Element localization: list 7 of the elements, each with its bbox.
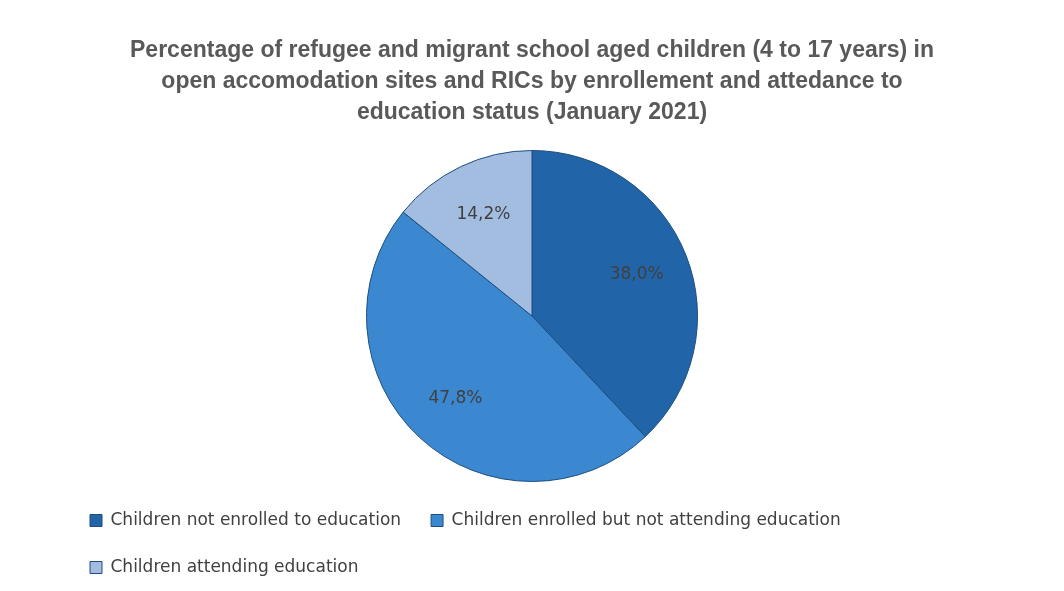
chart-title: Percentage of refugee and migrant school aged children (4 to 17 years) in open accomodation sites and RICs by enrollement and attedance to education status (January 2021) bbox=[129, 35, 935, 126]
legend-label: Children not enrolled to education bbox=[110, 508, 402, 529]
data-label: 14,2% bbox=[456, 202, 511, 223]
legend-label: Children attending education bbox=[110, 555, 359, 576]
data-label: 47,8% bbox=[428, 386, 483, 407]
legend-label: Children enrolled but not attending education bbox=[451, 508, 841, 529]
data-label: 38,0% bbox=[609, 262, 664, 283]
